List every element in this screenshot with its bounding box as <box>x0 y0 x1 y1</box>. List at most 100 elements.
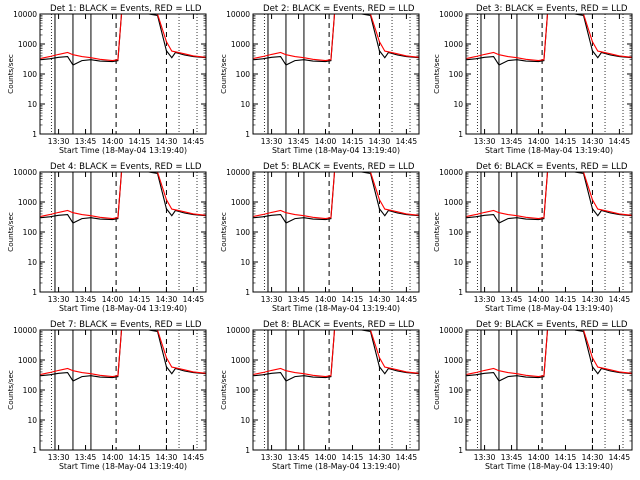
x-tick-label: 14:30 <box>582 295 604 304</box>
series-events-line <box>466 171 633 224</box>
y-tick-label: 1000 <box>444 356 463 365</box>
y-tick-label: 10000 <box>439 168 463 177</box>
x-tick-label: 13:30 <box>48 453 70 462</box>
series-events-line <box>40 171 207 224</box>
x-tick-label: 14:45 <box>396 453 418 462</box>
plot-title: Det 8: BLACK = Events, RED = LLD <box>263 320 415 330</box>
x-tick-label: 14:30 <box>156 295 178 304</box>
detector-plot-5: Det 5: BLACK = Events, RED = LLD 1 10 100 10… <box>219 162 420 313</box>
y-tick-label: 10 <box>453 258 463 267</box>
y-tick-label: 10 <box>27 100 37 109</box>
x-tick-label: 14:15 <box>129 137 151 146</box>
x-tick-label: 14:00 <box>102 453 124 462</box>
plot-frame <box>39 171 207 293</box>
plot-title: Det 7: BLACK = Events, RED = LLD <box>50 320 202 330</box>
y-axis-label: Counts/sec <box>6 212 15 252</box>
y-tick-label: 1 <box>32 288 37 297</box>
y-tick-label: 10 <box>27 416 37 425</box>
detector-plot-9: Det 9: BLACK = Events, RED = LLD 1 10 100 10… <box>432 320 633 471</box>
y-tick-label: 100 <box>236 70 251 79</box>
y-tick-label: 1000 <box>231 198 250 207</box>
x-tick-label: 14:00 <box>528 453 550 462</box>
series-events-line <box>253 13 420 66</box>
y-axis-label: Counts/sec <box>219 54 228 94</box>
y-tick-label: 100 <box>449 228 464 237</box>
y-tick-label: 1 <box>458 446 463 455</box>
y-axis-label: Counts/sec <box>6 54 15 94</box>
y-tick-label: 10 <box>240 258 250 267</box>
x-tick-label: 14:30 <box>156 453 178 462</box>
x-tick-label: 14:15 <box>555 295 577 304</box>
plot-title: Det 4: BLACK = Events, RED = LLD <box>50 162 202 172</box>
x-axis-label: Start Time (18-May-04 13:19:40) <box>485 304 613 313</box>
detector-plot-2: Det 2: BLACK = Events, RED = LLD 1 10 100 10… <box>219 4 420 155</box>
plot-title: Det 9: BLACK = Events, RED = LLD <box>476 320 628 330</box>
y-tick-label: 10000 <box>439 326 463 335</box>
y-tick-label: 1000 <box>18 356 37 365</box>
y-tick-label: 1 <box>245 446 250 455</box>
y-tick-label: 1000 <box>231 356 250 365</box>
x-tick-label: 14:15 <box>555 137 577 146</box>
plot-title: Det 3: BLACK = Events, RED = LLD <box>476 4 628 14</box>
x-tick-label: 14:45 <box>609 137 631 146</box>
y-tick-label: 100 <box>23 70 38 79</box>
x-tick-label: 14:45 <box>183 137 205 146</box>
y-tick-label: 100 <box>23 386 38 395</box>
x-axis-label: Start Time (18-May-04 13:19:40) <box>485 462 613 471</box>
x-tick-label: 14:30 <box>369 295 391 304</box>
series-events-line <box>466 329 633 382</box>
y-tick-label: 1000 <box>18 198 37 207</box>
detector-plot-3: Det 3: BLACK = Events, RED = LLD 1 10 100 10… <box>432 4 633 155</box>
y-axis-label: Counts/sec <box>432 54 441 94</box>
x-tick-label: 14:00 <box>528 295 550 304</box>
y-tick-label: 10000 <box>13 326 37 335</box>
y-axis-label: Counts/sec <box>219 212 228 252</box>
x-tick-label: 13:30 <box>48 137 70 146</box>
x-tick-label: 14:00 <box>315 295 337 304</box>
x-tick-label: 13:45 <box>288 295 310 304</box>
x-tick-label: 14:45 <box>183 295 205 304</box>
x-axis-label: Start Time (18-May-04 13:19:40) <box>272 304 400 313</box>
detector-plot-8: Det 8: BLACK = Events, RED = LLD 1 10 100 10… <box>219 320 420 471</box>
series-lld-line <box>40 329 207 378</box>
series-events-line <box>40 329 207 382</box>
y-tick-label: 1 <box>245 130 250 139</box>
y-tick-label: 1000 <box>231 40 250 49</box>
x-tick-label: 14:30 <box>582 137 604 146</box>
plot-frame <box>465 13 633 135</box>
x-tick-label: 14:30 <box>156 137 178 146</box>
y-axis-label: Counts/sec <box>6 370 15 410</box>
y-tick-label: 100 <box>23 228 38 237</box>
x-tick-label: 14:45 <box>609 453 631 462</box>
y-tick-label: 1000 <box>444 40 463 49</box>
x-tick-label: 14:15 <box>129 453 151 462</box>
y-tick-label: 1 <box>458 130 463 139</box>
x-tick-label: 14:15 <box>342 453 364 462</box>
series-events-line <box>253 171 420 224</box>
plot-title: Det 1: BLACK = Events, RED = LLD <box>50 4 202 14</box>
y-tick-label: 100 <box>449 386 464 395</box>
y-tick-label: 10000 <box>226 326 250 335</box>
x-tick-label: 14:45 <box>609 295 631 304</box>
x-tick-label: 14:15 <box>342 295 364 304</box>
x-tick-label: 14:45 <box>183 453 205 462</box>
y-tick-label: 10000 <box>13 168 37 177</box>
plot-frame <box>39 329 207 451</box>
x-tick-label: 13:45 <box>501 295 523 304</box>
series-lld-line <box>253 13 420 62</box>
x-tick-label: 13:45 <box>501 453 523 462</box>
x-tick-label: 13:45 <box>75 453 97 462</box>
y-tick-label: 10 <box>453 416 463 425</box>
detector-plot-4: Det 4: BLACK = Events, RED = LLD 1 10 100 10… <box>6 162 207 313</box>
y-tick-label: 1 <box>458 288 463 297</box>
y-tick-label: 10 <box>453 100 463 109</box>
y-tick-label: 1000 <box>444 198 463 207</box>
x-axis-label: Start Time (18-May-04 13:19:40) <box>59 462 187 471</box>
x-tick-label: 13:30 <box>48 295 70 304</box>
x-tick-label: 13:30 <box>474 137 496 146</box>
y-tick-label: 10 <box>240 416 250 425</box>
x-tick-label: 13:45 <box>288 137 310 146</box>
y-tick-label: 100 <box>449 70 464 79</box>
y-tick-label: 1 <box>245 288 250 297</box>
